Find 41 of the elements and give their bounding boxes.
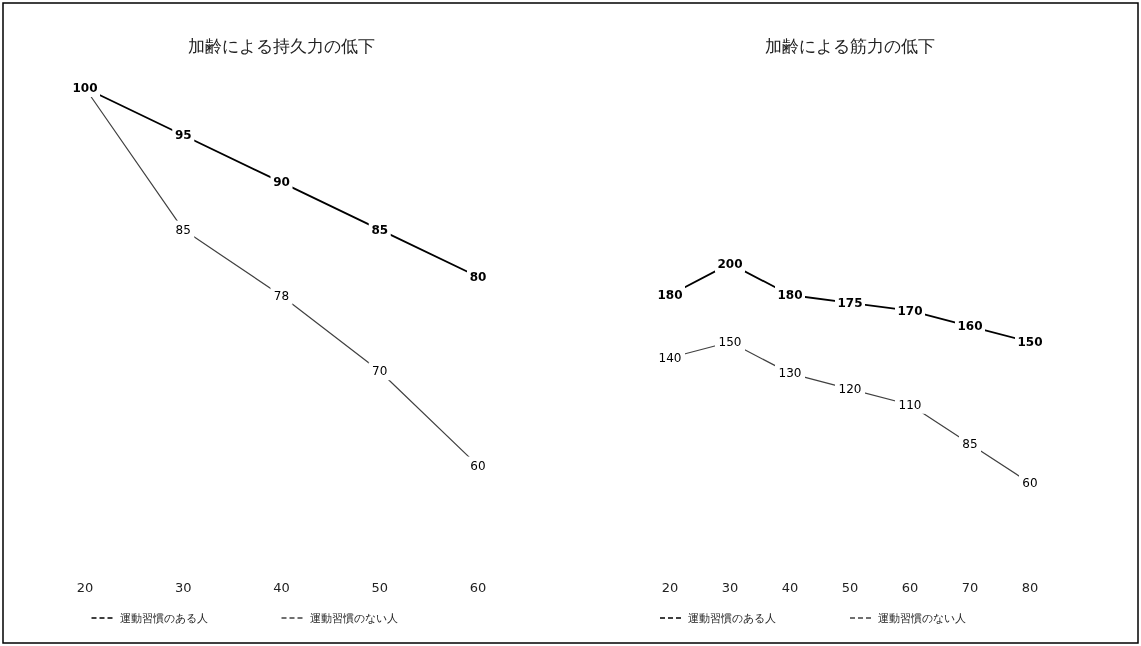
data-label: 120: [838, 382, 862, 397]
data-label: 60: [470, 458, 486, 473]
data-label: 70: [372, 364, 388, 379]
data-label: 80: [469, 269, 487, 284]
legend-label: 運動習慣のない人: [309, 612, 398, 625]
data-label: 110: [898, 397, 922, 412]
x-tick-label: 50: [841, 580, 859, 595]
x-tick-label: 50: [371, 580, 389, 595]
data-label: 180: [777, 287, 803, 302]
x-tick-label: 80: [1021, 580, 1039, 595]
data-label: 175: [837, 295, 863, 310]
x-tick-label: 30: [174, 580, 192, 595]
x-tick-label: 40: [273, 580, 290, 595]
x-tick-label: 30: [721, 580, 739, 595]
data-label: 160: [957, 319, 983, 334]
legend-label: 運動習慣のない人: [878, 612, 966, 625]
x-tick-label: 20: [76, 580, 94, 595]
x-tick-label: 60: [901, 580, 919, 595]
data-label: 85: [175, 222, 191, 237]
data-label: 150: [718, 335, 742, 350]
data-label: 95: [174, 128, 192, 143]
legend-label: 運動習慣のある人: [119, 612, 208, 625]
data-label: 78: [273, 288, 290, 303]
x-tick-label: 40: [781, 580, 799, 595]
x-tick-label: 20: [661, 580, 679, 595]
data-label: 140: [658, 350, 682, 365]
x-tick-label: 70: [961, 580, 979, 595]
data-label: 85: [371, 222, 389, 237]
chart-title: 加齢による持久力の低下: [188, 36, 375, 56]
data-label: 100: [72, 81, 98, 95]
data-label: 200: [717, 256, 743, 271]
chart-title: 加齢による筋力の低下: [765, 36, 935, 56]
x-tick-label: 60: [469, 580, 487, 595]
data-label: 180: [657, 287, 683, 302]
data-label: 85: [962, 436, 978, 451]
data-label: 60: [1022, 476, 1038, 491]
data-label: 150: [1017, 335, 1043, 350]
legend-label: 運動習慣のある人: [688, 612, 776, 625]
data-label: 130: [778, 366, 802, 381]
data-label: 170: [897, 303, 923, 318]
data-label: 90: [273, 175, 290, 190]
